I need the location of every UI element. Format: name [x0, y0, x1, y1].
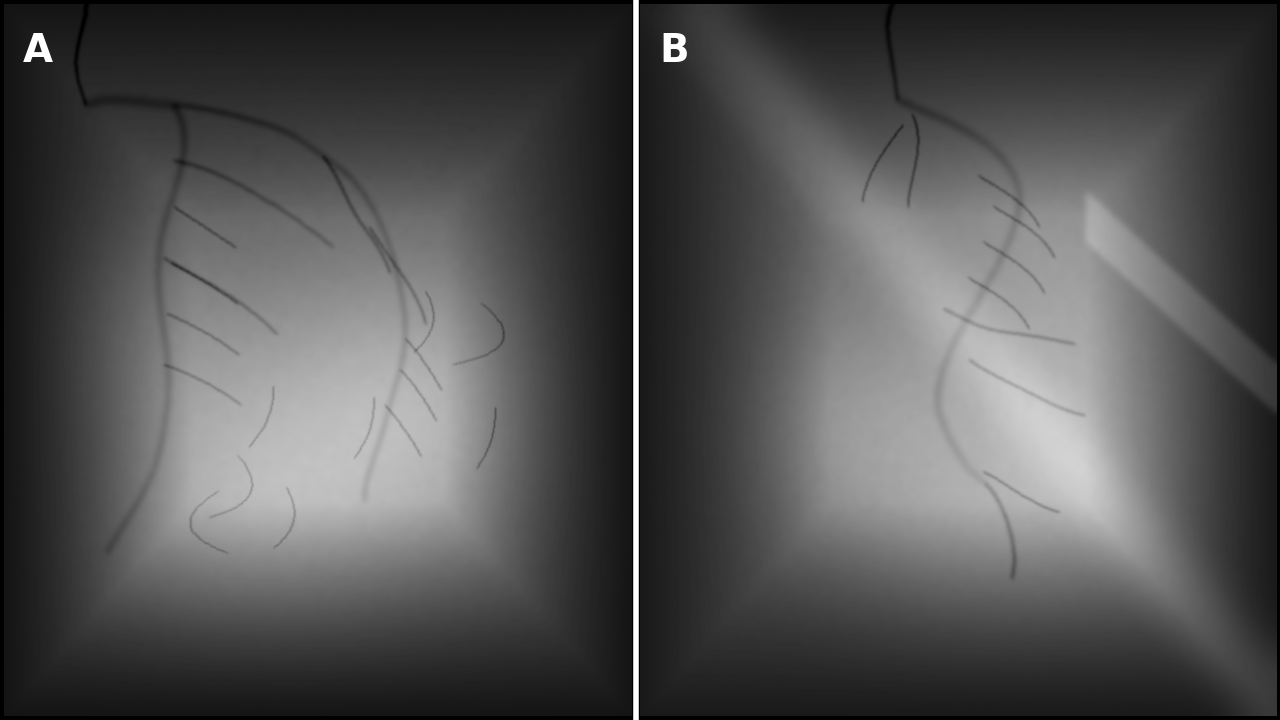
- Text: B: B: [659, 32, 689, 70]
- Text: A: A: [23, 32, 52, 70]
